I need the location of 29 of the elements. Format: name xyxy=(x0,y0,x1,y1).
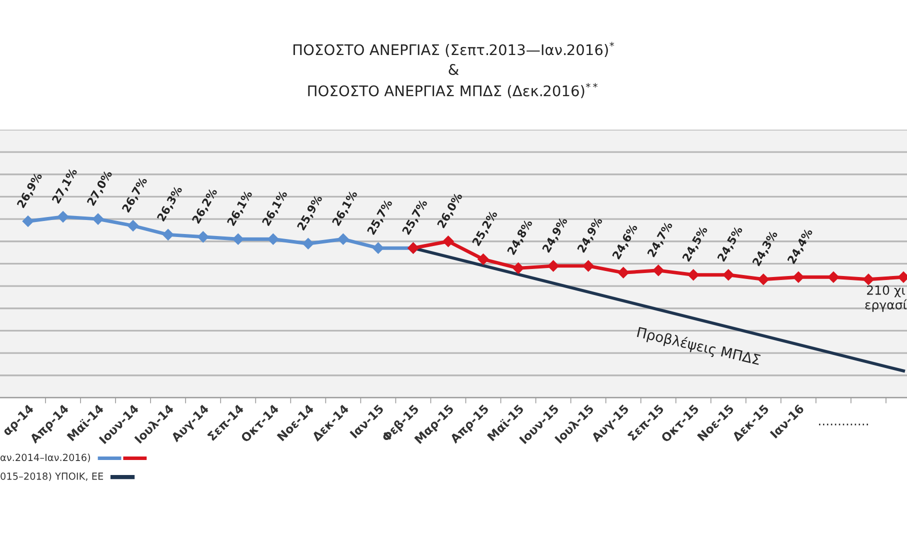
point xyxy=(92,213,104,225)
point xyxy=(828,272,840,283)
point xyxy=(582,260,594,272)
point xyxy=(722,269,734,280)
point xyxy=(512,262,524,274)
point xyxy=(618,267,629,278)
annotation: 210 χι εργασί xyxy=(865,285,907,312)
point xyxy=(22,216,34,227)
point xyxy=(372,242,384,254)
point xyxy=(758,274,770,285)
point xyxy=(127,220,139,232)
point xyxy=(478,254,489,265)
point xyxy=(548,260,559,272)
point xyxy=(652,264,664,276)
point xyxy=(338,234,349,245)
point xyxy=(232,234,244,245)
point xyxy=(862,274,874,285)
text: ............. xyxy=(819,424,868,426)
point xyxy=(792,272,804,283)
point xyxy=(442,236,454,247)
point xyxy=(57,211,69,222)
legend-label: 015–2018) ΥΠΟΙΚ, ΕΕ xyxy=(0,472,104,482)
point xyxy=(198,231,209,243)
legend-label: αν.2014–Ιαν.2016) xyxy=(0,454,90,462)
chart-title: ΠΟΣΟΣΤΟ ΑΝΕΡΓΙΑΣ (Σεπτ.2013—Ιαν.2016)$^{*}$ & ΠΟΣΟΣΤΟ ΑΝΕΡΓΙΑΣ ΜΠΔΣ (Δεκ.2016)$^{**}$ xyxy=(293,42,614,98)
point xyxy=(268,234,279,245)
point xyxy=(162,229,174,240)
point xyxy=(302,238,314,250)
point xyxy=(688,269,699,280)
